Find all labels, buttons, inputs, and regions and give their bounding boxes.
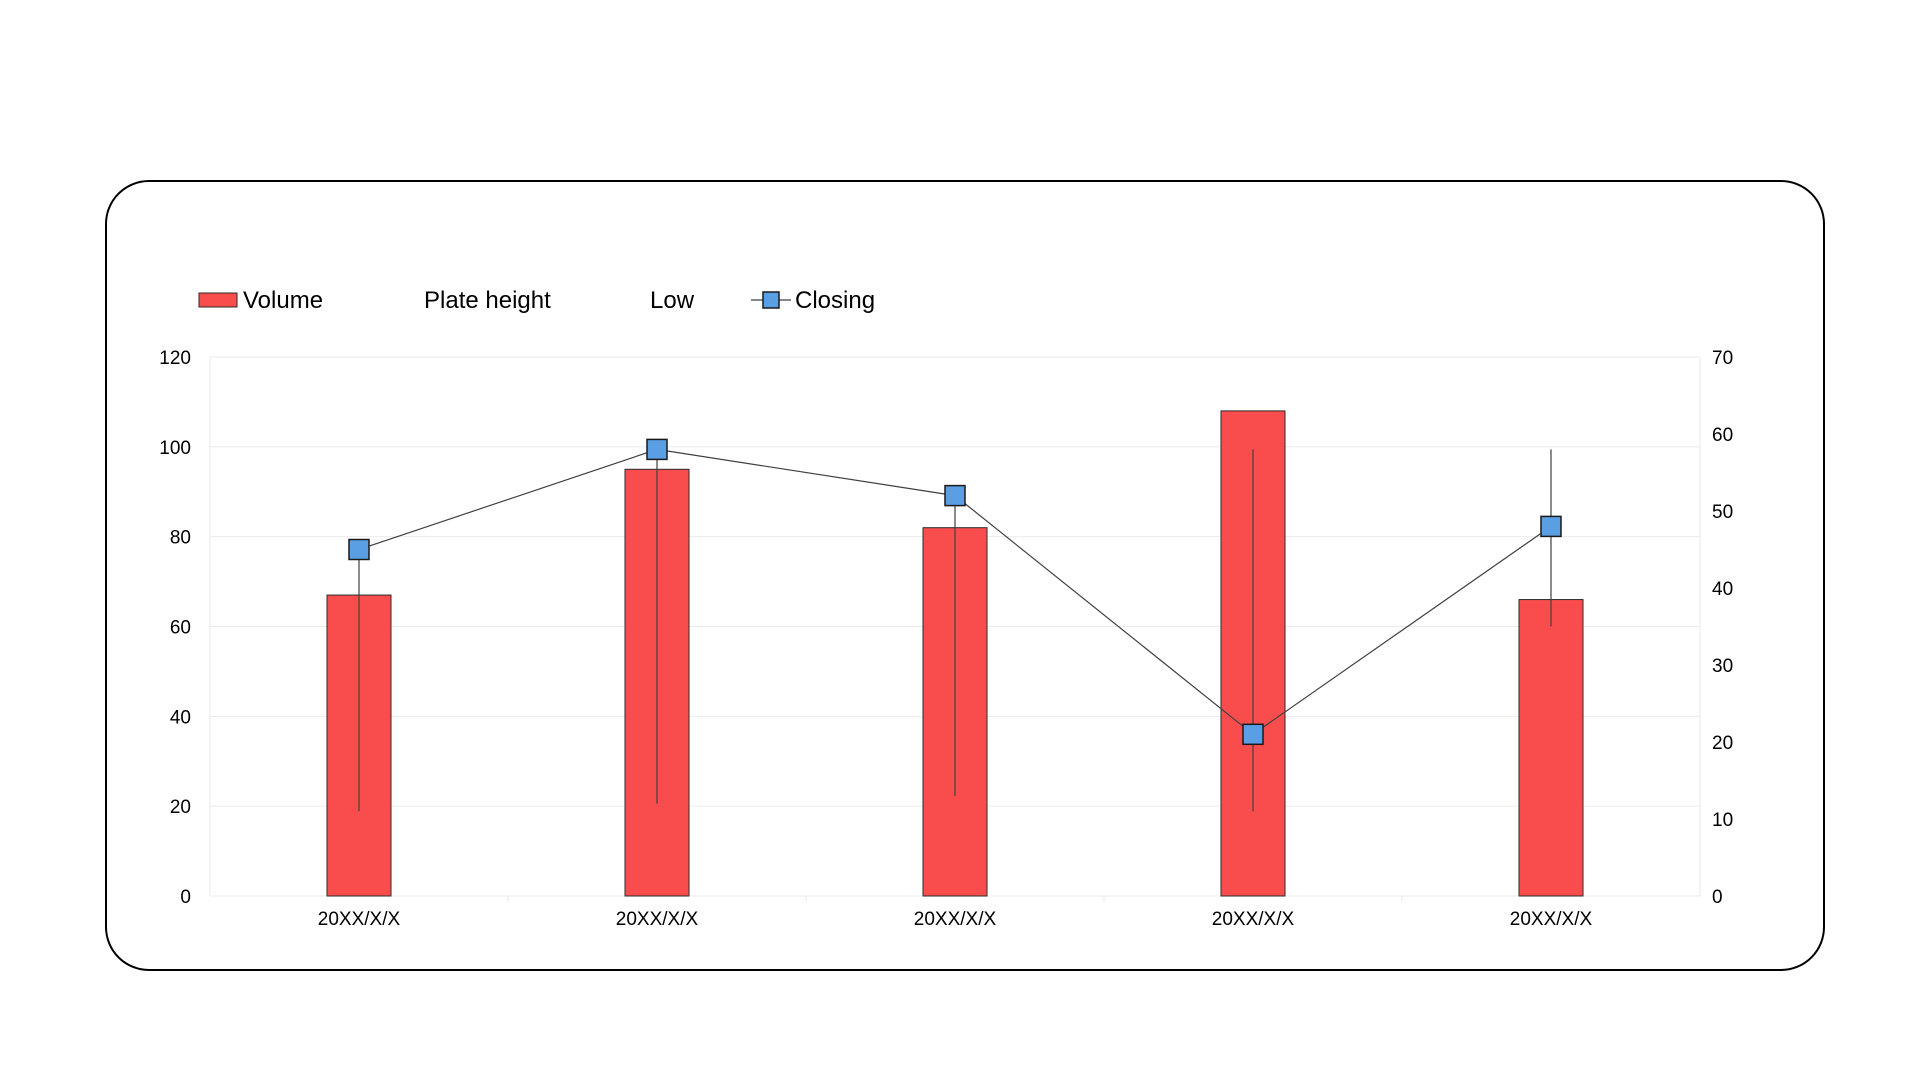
x-tick-label: 20XX/X/X <box>318 909 401 930</box>
x-tick-label: 20XX/X/X <box>616 909 699 930</box>
closing-marker <box>1242 723 1264 746</box>
legend-swatch-volume <box>198 292 238 308</box>
legend-label-plate-height: Plate height <box>424 287 551 314</box>
closing-marker <box>1540 515 1562 538</box>
y-left-tick-label: 60 <box>170 618 191 639</box>
y-right-tick-label: 0 <box>1712 887 1723 908</box>
y-left-tick-label: 80 <box>170 528 191 549</box>
y-right-tick-label: 60 <box>1712 425 1733 446</box>
y-left-tick-label: 0 <box>180 887 191 908</box>
y-right-tick-label: 40 <box>1712 579 1733 600</box>
x-tick-label: 20XX/X/X <box>1510 909 1593 930</box>
y-right-tick-label: 70 <box>1712 348 1733 369</box>
y-right-tick-label: 20 <box>1712 733 1733 754</box>
y-left-tick-label: 20 <box>170 797 191 818</box>
y-left-tick-label: 100 <box>159 438 191 459</box>
closing-marker <box>646 438 668 461</box>
closing-marker <box>348 538 370 561</box>
legend-label-low: Low <box>650 287 695 314</box>
y-right-tick-label: 30 <box>1712 656 1733 677</box>
volume-bar <box>1518 599 1584 897</box>
x-tick-label: 20XX/X/X <box>1212 909 1295 930</box>
closing-marker <box>944 484 966 507</box>
y-right-tick-label: 10 <box>1712 810 1733 831</box>
y-left-tick-label: 120 <box>159 348 191 369</box>
legend-label-volume: Volume <box>243 287 323 314</box>
legend-label-closing: Closing <box>795 287 875 314</box>
legend-marker-closing <box>762 291 780 309</box>
y-right-tick-label: 50 <box>1712 502 1733 523</box>
x-tick-label: 20XX/X/X <box>914 909 997 930</box>
y-left-tick-label: 40 <box>170 707 191 728</box>
